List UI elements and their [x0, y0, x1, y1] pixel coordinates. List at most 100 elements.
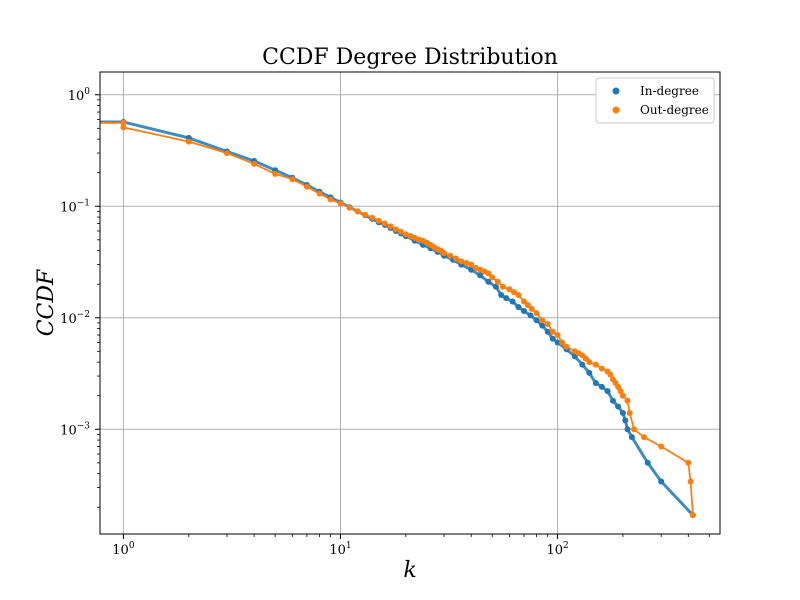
data-point-in-degree	[549, 335, 556, 342]
x-axis-ticks: 100 101 102	[112, 534, 710, 558]
x-tick-label: 101	[329, 541, 351, 558]
data-point-out-degree	[524, 302, 531, 309]
data-point-out-degree	[539, 317, 546, 324]
data-point-out-degree	[528, 305, 535, 312]
data-point-in-degree	[503, 295, 510, 302]
data-point-in-degree	[544, 328, 551, 335]
chart-title: CCDF Degree Distribution	[262, 45, 558, 70]
series-lines	[100, 120, 694, 517]
data-point-in-degree	[604, 388, 611, 395]
data-point-in-degree	[624, 426, 631, 433]
data-point-out-degree	[624, 397, 631, 404]
y-axis-label: CCDF	[34, 269, 59, 336]
y-tick-label: 10−3	[60, 421, 90, 438]
data-point-out-degree	[120, 119, 127, 126]
data-point-in-degree	[628, 434, 635, 441]
data-point-out-degree	[544, 321, 551, 327]
data-point-out-degree	[362, 211, 369, 218]
data-point-in-degree	[492, 283, 499, 290]
data-point-out-degree	[506, 286, 513, 293]
data-point-out-degree	[392, 226, 399, 233]
data-point-out-degree	[402, 231, 409, 238]
y-tick-label: 100	[68, 87, 91, 104]
data-point-out-degree	[617, 388, 624, 395]
data-point-in-degree	[644, 459, 651, 466]
data-point-out-degree	[387, 223, 394, 230]
data-point-out-degree	[563, 343, 570, 350]
data-point-in-degree	[610, 397, 616, 404]
grid	[100, 72, 720, 534]
data-point-out-degree	[346, 204, 353, 211]
data-point-in-degree	[527, 312, 534, 319]
data-point-in-degree	[515, 304, 522, 310]
data-points	[120, 119, 696, 519]
data-point-out-degree	[289, 176, 296, 183]
data-point-out-degree	[369, 214, 376, 221]
data-point-out-degree	[607, 371, 614, 378]
legend-label-out-degree: Out-degree	[640, 103, 709, 117]
data-point-out-degree	[316, 190, 323, 197]
data-point-out-degree	[619, 392, 626, 399]
data-point-in-degree	[533, 317, 540, 324]
data-point-out-degree	[658, 443, 665, 450]
data-point-out-degree	[441, 250, 448, 257]
data-point-out-degree	[554, 332, 561, 338]
data-point-out-degree	[224, 150, 230, 157]
data-point-out-degree	[337, 200, 344, 207]
data-point-out-degree	[447, 252, 454, 259]
data-point-out-degree	[485, 270, 492, 277]
data-point-out-degree	[631, 426, 637, 433]
data-point-in-degree	[468, 266, 475, 273]
data-point-out-degree	[375, 217, 382, 224]
data-point-in-degree	[509, 298, 516, 305]
data-point-out-degree	[515, 292, 522, 298]
data-point-out-degree	[499, 283, 506, 290]
x-tick-label: 100	[112, 541, 135, 558]
data-point-in-degree	[498, 292, 505, 298]
x-tick-label: 102	[546, 541, 568, 558]
data-point-in-degree	[554, 339, 561, 346]
data-point-in-degree	[477, 272, 484, 279]
data-point-out-degree	[687, 478, 694, 485]
data-point-out-degree	[626, 410, 633, 416]
data-point-in-degree	[615, 403, 622, 410]
data-point-out-degree	[511, 289, 517, 296]
legend: In-degree Out-degree	[595, 77, 715, 124]
data-point-out-degree	[251, 160, 258, 167]
plot-frame	[99, 71, 721, 535]
data-point-out-degree	[685, 459, 692, 466]
y-tick-label: 10−1	[60, 198, 90, 215]
data-point-out-degree	[272, 170, 279, 177]
data-point-out-degree	[303, 183, 310, 190]
data-point-out-degree	[458, 258, 465, 265]
data-point-out-degree	[381, 220, 388, 227]
data-point-out-degree	[398, 228, 404, 235]
data-point-out-degree	[120, 124, 127, 131]
data-point-in-degree	[579, 361, 586, 368]
data-point-out-degree	[452, 255, 459, 262]
legend-marker-in-degree	[612, 87, 620, 95]
data-point-in-degree	[619, 410, 626, 416]
data-point-out-degree	[641, 434, 647, 441]
x-axis-label: k	[403, 558, 416, 583]
legend-marker-out-degree	[612, 106, 620, 114]
data-point-out-degree	[689, 512, 696, 519]
data-point-out-degree	[489, 274, 496, 281]
y-axis-ticks: 100 10−1 10−2 10−3	[60, 87, 100, 508]
data-point-out-degree	[463, 260, 470, 266]
legend-label-in-degree: In-degree	[640, 84, 699, 98]
data-point-in-degree	[622, 417, 629, 424]
legend-box	[595, 77, 715, 124]
data-point-out-degree	[559, 339, 566, 346]
data-point-out-degree	[521, 298, 527, 305]
data-point-out-degree	[533, 310, 540, 317]
data-point-out-degree	[549, 328, 556, 335]
data-point-in-degree	[539, 322, 546, 329]
data-point-out-degree	[468, 261, 475, 268]
data-point-in-degree	[592, 380, 599, 386]
series-line-in-degree	[100, 120, 694, 517]
y-tick-label: 10−2	[60, 310, 90, 327]
data-point-in-degree	[658, 478, 665, 485]
data-point-out-degree	[354, 208, 361, 215]
